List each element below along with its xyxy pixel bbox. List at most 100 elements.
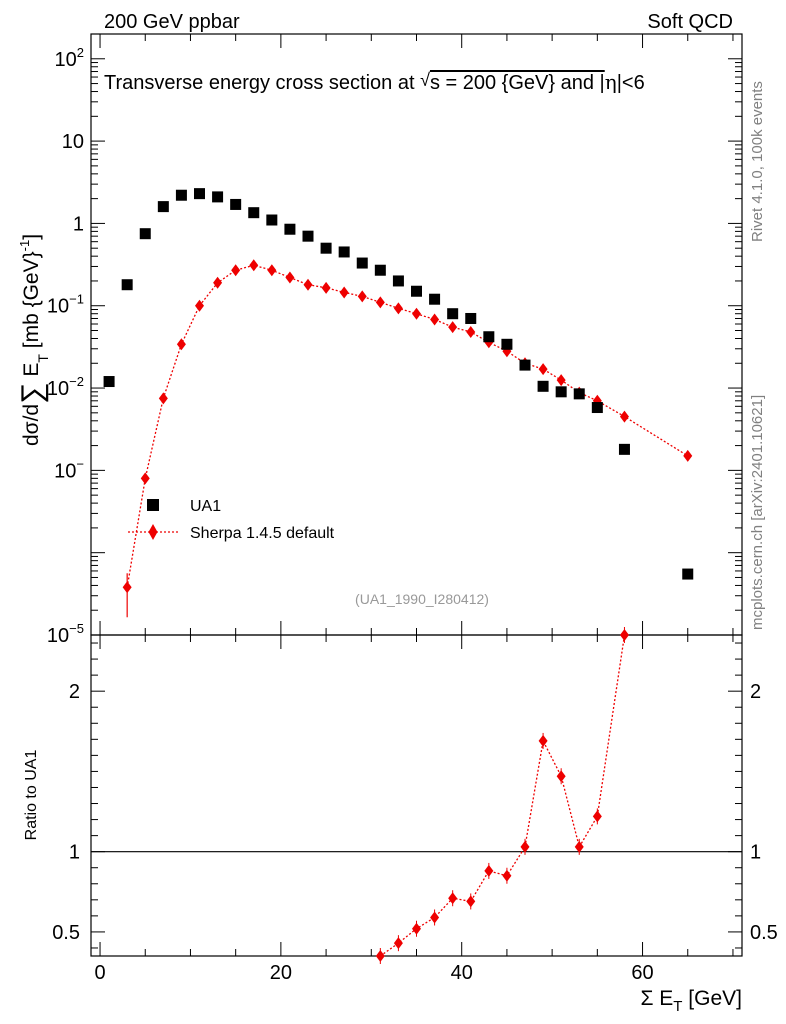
ua1-point [573,388,585,400]
x-axis-label: Σ ET [GeV] [640,987,742,1015]
sherpa-point [683,449,693,462]
sherpa-point [249,259,259,272]
ua1-point [302,230,314,242]
ratio-point [592,810,602,823]
sherpa-point [140,472,150,485]
ratio-point [619,629,629,641]
x-tick-label: 40 [451,962,473,984]
x-tick-label: 20 [270,962,292,984]
main-y-tick-label: 10− [54,456,84,482]
sherpa-point [267,264,277,277]
ratio-point [538,734,548,747]
ratio-plot-frame [90,634,743,957]
ratio-y-tick-label-left: 2 [69,681,80,703]
ua1-point [139,228,151,240]
ratio-series-line [379,634,626,957]
main-y-tick-label: 10−1 [47,292,84,318]
sherpa-point [412,307,421,320]
legend: UA1 Sherpa 1.4.5 default [128,498,335,542]
legend-sherpa-marker [148,524,158,540]
analysis-watermark: (UA1_1990_I280412) [355,591,489,607]
sherpa-point [430,313,440,326]
main-plot-panel: 102 10 1 10−1 10−2 10− 10−5 Transverse energy … [16,33,743,647]
ua1-point [429,293,441,305]
sherpa-point [375,296,385,309]
header-right: Soft QCD [647,11,733,33]
ratio-point [556,770,566,783]
ua1-point [465,312,477,324]
ratio-data-markers [375,627,629,964]
x-tick-label: 0 [94,962,105,984]
ua1-point [338,246,350,258]
ratio-point [393,937,403,950]
sherpa-point [176,338,186,351]
main-data-markers [103,188,694,618]
rivet-version-label: Rivet 4.1.0, 100k events [749,81,766,242]
ua1-point [618,443,630,455]
sherpa-point [538,363,548,376]
sherpa-point [303,278,313,291]
ua1-point [121,279,133,291]
ua1-point [519,359,531,371]
ratio-y-tick-label-right: 2 [750,681,761,703]
ua1-point [501,338,513,350]
ratio-point [412,922,421,935]
ua1-point [537,380,549,392]
main-y-axis-label: dσ/d∑ ET [mb {GeV}-1] [16,234,51,446]
ratio-y-axis-label: Ratio to UA1 [23,750,40,841]
ratio-point [574,840,584,853]
ua1-point [248,207,260,219]
ratio-point [448,892,458,905]
sherpa-point [339,286,349,299]
ua1-point [682,568,694,580]
ratio-plot-panel: 0.5 0.51 12 20 20 40 60 Ratio to UA1 [23,627,778,984]
main-y-tick-label: 10 [62,131,84,153]
sherpa-point [321,281,331,294]
ua1-point [320,242,332,254]
sherpa-point [158,392,168,405]
ua1-point [284,223,296,235]
ratio-tick-labels: 0.5 0.51 12 20 20 40 60 [52,681,778,984]
ratio-point [466,895,476,908]
ratio-point [502,869,512,882]
ua1-point [392,275,404,287]
sherpa-point [619,410,629,423]
main-y-tick-label: 102 [55,45,84,71]
main-ticks [91,33,742,636]
ratio-ticks [91,635,742,956]
sherpa-point [213,276,223,289]
ua1-point [230,198,242,210]
sherpa-point [231,264,241,277]
legend-ua1-marker [147,499,159,511]
ua1-point [374,264,386,276]
plot-title: Transverse energy cross section at √s = … [104,70,645,94]
sherpa-point [393,302,403,315]
ua1-point [411,285,422,297]
ratio-point [430,911,440,924]
ua1-point [555,386,567,398]
ua1-point [194,188,205,200]
ratio-point [520,840,530,853]
main-y-tick-label: 10−5 [47,621,84,647]
ratio-y-tick-label-right: 1 [750,842,761,864]
main-y-tick-labels: 102 10 1 10−1 10−2 10− 10−5 [47,45,84,647]
sherpa-point [357,290,367,303]
ratio-y-tick-label-left: 0.5 [52,922,80,944]
sherpa-point [556,374,566,387]
ua1-point [356,257,368,269]
ua1-point [103,376,115,388]
ratio-y-tick-label-right: 0.5 [750,922,778,944]
header-left: 200 GeV ppbar [104,11,240,33]
sherpa-point [195,299,204,312]
ratio-point [484,864,494,877]
sherpa-point [448,321,458,334]
sherpa-point [466,325,476,338]
ratio-point [375,950,385,962]
legend-ua1-label: UA1 [190,498,221,515]
ua1-point [266,214,278,226]
ua1-point [447,308,459,320]
main-y-tick-label: 10−2 [47,374,84,400]
sherpa-point [122,581,132,594]
x-tick-label: 60 [631,962,653,984]
ua1-point [212,191,224,203]
